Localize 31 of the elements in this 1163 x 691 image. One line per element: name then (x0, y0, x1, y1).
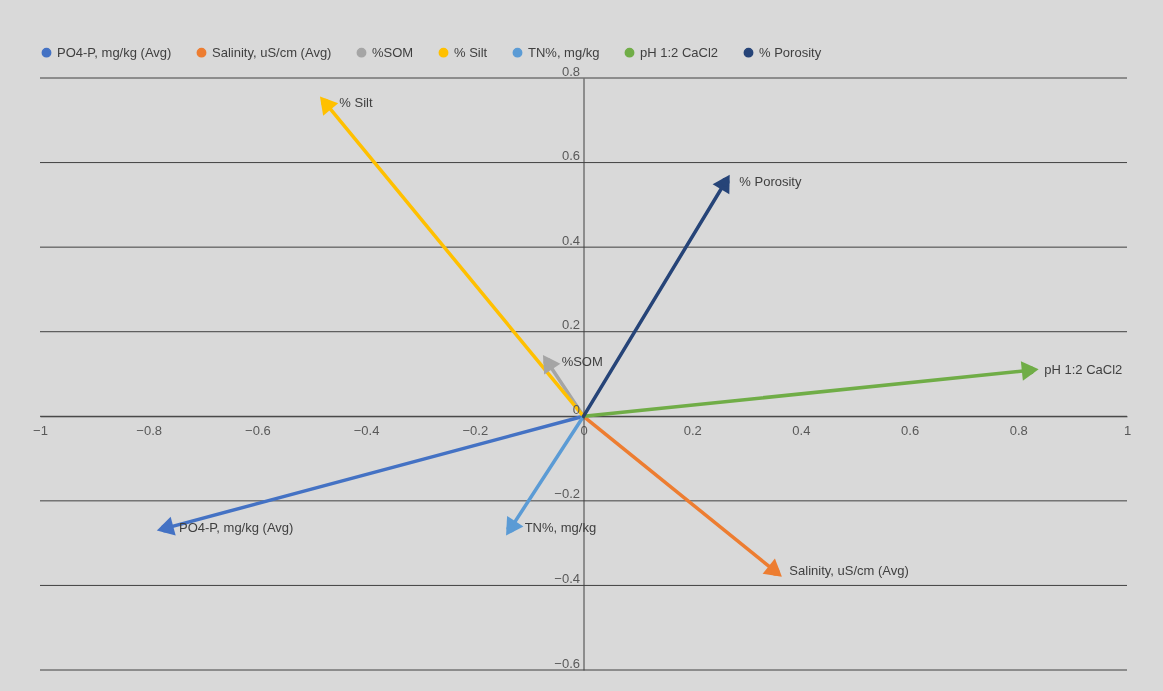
text: % Porosity (759, 44, 822, 60)
text: pH 1:2 CaCl2 (640, 44, 719, 60)
text: PO4-P, mg/kg (Avg) (57, 44, 172, 60)
x-tick-label: −1 (33, 422, 48, 438)
y-tick-label: −0.4 (554, 570, 580, 586)
legend-label: pH 1:2 CaCl2 (1044, 362, 1123, 378)
legend-label: %SOM (561, 354, 603, 370)
text: % Silt (454, 44, 488, 60)
x-tick-label: 1 (1123, 422, 1132, 438)
text: TN%, mg/kg (528, 44, 600, 60)
x-tick-label: 0.4 (792, 422, 811, 438)
x-tick-label: 0.8 (1009, 422, 1028, 438)
y-tick-label: 0.4 (561, 232, 580, 248)
x-tick-label: 0.2 (683, 422, 702, 438)
text: Salinity, uS/cm (Avg) (212, 44, 332, 60)
legend-label: % Porosity (739, 174, 802, 190)
y-tick-label: 0.2 (561, 317, 580, 333)
y-tick-label: 0.8 (561, 63, 580, 79)
y-tick-label: −0.6 (554, 655, 580, 671)
x-tick-label: −0.2 (462, 422, 489, 438)
legend-label: Salinity, uS/cm (Avg) (789, 563, 909, 579)
y-tick-label: −0.2 (554, 486, 580, 502)
legend-label: % Silt (339, 94, 373, 110)
x-tick-label: −0.6 (245, 422, 271, 438)
text: %SOM (372, 44, 414, 60)
x-tick-label: 0.6 (901, 422, 920, 438)
legend-label: PO4-P, mg/kg (Avg) (179, 520, 294, 536)
x-tick-label: −0.8 (136, 422, 163, 438)
legend-label: TN%, mg/kg (524, 520, 597, 536)
x-tick-label: −0.4 (353, 422, 380, 438)
y-tick-label: 0.6 (561, 148, 580, 164)
